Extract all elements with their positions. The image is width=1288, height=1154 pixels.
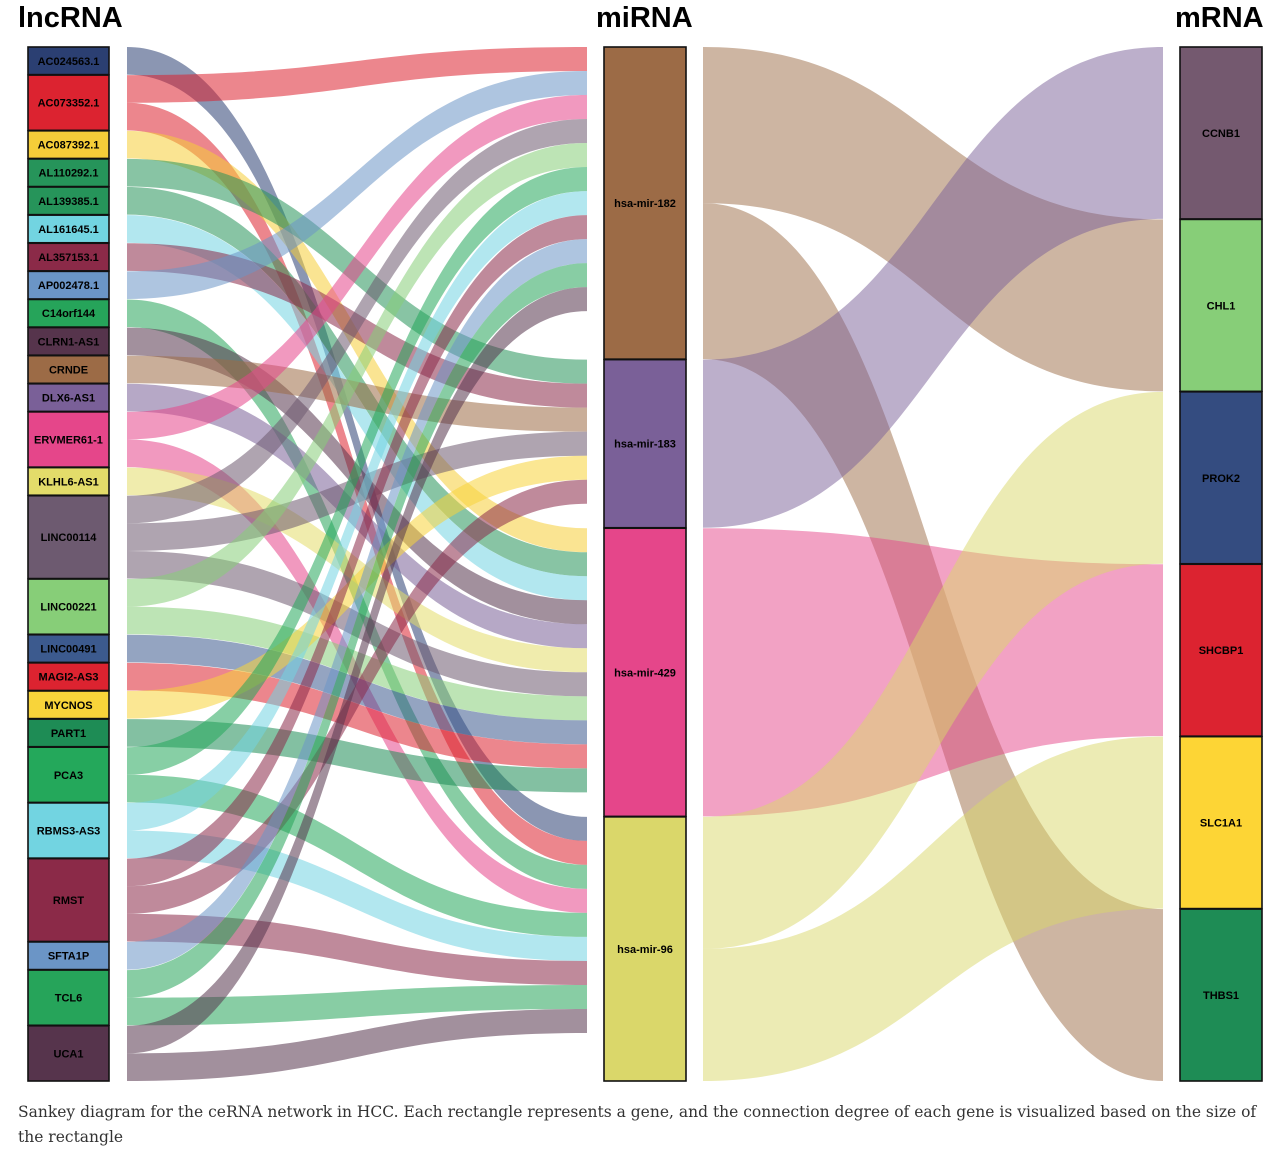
lncrna-label-linc00114: LINC00114 xyxy=(41,532,98,544)
mrna-label-chl1: CHL1 xyxy=(1207,300,1236,312)
lncrna-label-al139385-1: AL139385.1 xyxy=(38,196,99,208)
mrna-label-ccnb1: CCNB1 xyxy=(1202,128,1240,140)
mrna-column-title: mRNA xyxy=(1175,2,1264,34)
lncrna-node-al161645-1 xyxy=(27,214,110,244)
lncrna-label-sfta1p: SFTA1P xyxy=(48,951,89,963)
lncrna-node-magi2-as3 xyxy=(27,662,110,692)
lncrna-node-mycnos xyxy=(27,690,110,720)
link-linc00114-to-hsa-mir-182 xyxy=(127,119,587,524)
link-hsa-mir-96-to-slc1a1 xyxy=(703,736,1163,1081)
mirna-node-hsa-mir-429 xyxy=(603,527,687,818)
gene-nodes: AC024563.1 AC073352.1 AC087392.1 AL110292.1… xyxy=(27,46,1263,1082)
link-rmst-to-hsa-mir-96 xyxy=(127,913,587,985)
figure-caption: Sankey diagram for the ceRNA network in … xyxy=(18,1103,1257,1146)
mirna-label-hsa-mir-429: hsa-mir-429 xyxy=(614,667,676,679)
mirna-node-hsa-mir-183 xyxy=(603,358,687,529)
link-ap002478-1-to-hsa-mir-182 xyxy=(127,71,587,299)
lncrna-node-linc00221 xyxy=(27,578,110,636)
lncrna-label-linc00491: LINC00491 xyxy=(40,644,96,656)
link-tcl6-to-hsa-mir-96 xyxy=(127,984,587,1026)
link-uca1-to-hsa-mir-182 xyxy=(127,287,587,1054)
lncrna-label-uca1: UCA1 xyxy=(54,1048,84,1060)
lncrna-node-crnde xyxy=(27,354,110,385)
link-ac073352-1-to-hsa-mir-182 xyxy=(127,47,587,103)
lncrna-node-klhl6-as1 xyxy=(27,466,110,497)
link-ervmer61-1-to-hsa-mir-182 xyxy=(127,95,587,440)
link-uca1-to-hsa-mir-96 xyxy=(127,1008,587,1081)
lncrna-label-part1: PART1 xyxy=(51,728,86,740)
mrna-label-slc1a1: SLC1A1 xyxy=(1200,818,1242,830)
mrna-label-shcbp1: SHCBP1 xyxy=(1199,645,1244,657)
mrna-node-prok2 xyxy=(1179,391,1263,565)
mirna-label-hsa-mir-182: hsa-mir-182 xyxy=(614,198,676,210)
mrna-node-shcbp1 xyxy=(1179,563,1263,737)
mrna-node-ccnb1 xyxy=(1179,46,1263,220)
lncrna-node-linc00491 xyxy=(27,633,110,664)
sankey-diagram: AC024563.1 AC073352.1 AC087392.1 AL110292.1… xyxy=(27,46,1263,1082)
lncrna-node-linc00114 xyxy=(27,494,110,580)
mrna-node-chl1 xyxy=(1179,218,1263,393)
lncrna-node-part1 xyxy=(27,718,110,748)
link-ac087392-1-to-hsa-mir-429 xyxy=(127,130,587,553)
mirna-label-hsa-mir-183: hsa-mir-183 xyxy=(614,439,676,451)
link-rmst-to-hsa-mir-183 xyxy=(127,479,587,914)
lncrna-mirna-links xyxy=(127,47,587,1081)
lncrna-label-magi2-as3: MAGI2-AS3 xyxy=(39,672,99,684)
mirna-label-hsa-mir-96: hsa-mir-96 xyxy=(617,944,673,956)
lncrna-label-al110292-1: AL110292.1 xyxy=(39,168,99,180)
link-hsa-mir-96-to-prok2 xyxy=(703,391,1163,949)
lncrna-node-al110292-1 xyxy=(27,158,110,188)
mrna-node-slc1a1 xyxy=(1179,735,1263,910)
lncrna-label-dlx6-as1: DLX6-AS1 xyxy=(42,393,95,405)
lncrna-label-mycnos: MYCNOS xyxy=(44,700,92,712)
link-pca3-to-hsa-mir-182 xyxy=(127,167,587,775)
link-klhl6-as1-to-hsa-mir-429 xyxy=(127,467,587,673)
lncrna-label-klhl6-as1: KLHL6-AS1 xyxy=(38,476,99,488)
lncrna-label-ac073352-1: AC073352.1 xyxy=(38,98,100,110)
link-tcl6-to-hsa-mir-182 xyxy=(127,263,587,998)
link-rbms3-as3-to-hsa-mir-182 xyxy=(127,191,587,831)
link-al161645-1-to-hsa-mir-429 xyxy=(127,215,587,601)
lncrna-label-pca3: PCA3 xyxy=(54,770,83,782)
lncrna-node-tcl6 xyxy=(27,969,110,1027)
link-ac024563-1-to-hsa-mir-96 xyxy=(127,47,587,841)
lncrna-label-ac087392-1: AC087392.1 xyxy=(38,140,100,152)
mirna-column-title: miRNA xyxy=(596,2,693,34)
lncrna-label-rmst: RMST xyxy=(53,895,84,907)
lncrna-label-tcl6: TCL6 xyxy=(55,993,83,1005)
link-rmst-to-hsa-mir-182 xyxy=(127,215,587,887)
link-part1-to-hsa-mir-429 xyxy=(127,719,587,793)
lncrna-node-ap002478-1 xyxy=(27,270,110,300)
lncrna-node-rmst xyxy=(27,857,110,943)
mrna-label-prok2: PROK2 xyxy=(1202,473,1240,485)
lncrna-label-linc00221: LINC00221 xyxy=(40,602,96,614)
lncrna-label-crnde: CRNDE xyxy=(49,364,88,376)
link-crnde-to-hsa-mir-183 xyxy=(127,355,587,432)
link-linc00221-to-hsa-mir-182 xyxy=(127,143,587,607)
lncrna-label-clrn1-as1: CLRN1-AS1 xyxy=(38,336,100,348)
lncrna-label-c14orf144: C14orf144 xyxy=(42,308,96,320)
link-hsa-mir-183-to-ccnb1 xyxy=(703,47,1163,528)
lncrna-node-ervmer61-1 xyxy=(27,411,110,468)
link-linc00114-to-hsa-mir-183 xyxy=(127,431,587,551)
lncrna-label-al357153-1: AL357153.1 xyxy=(38,252,99,264)
mirna-mrna-links xyxy=(703,47,1163,1082)
mirna-node-hsa-mir-182 xyxy=(603,46,687,360)
lncrna-label-rbms3-as3: RBMS3-AS3 xyxy=(37,825,101,837)
lncrna-node-dlx6-as1 xyxy=(27,382,110,413)
lncrna-node-sfta1p xyxy=(27,941,110,971)
mrna-node-thbs1 xyxy=(1179,908,1263,1082)
mirna-node-hsa-mir-96 xyxy=(603,816,687,1082)
link-sfta1p-to-hsa-mir-182 xyxy=(127,239,587,970)
lncrna-column-title: lncRNA xyxy=(18,2,123,34)
mrna-label-thbs1: THBS1 xyxy=(1203,990,1239,1002)
lncrna-node-uca1 xyxy=(27,1024,110,1082)
lncrna-node-rbms3-as3 xyxy=(27,802,110,859)
lncrna-label-al161645-1: AL161645.1 xyxy=(38,224,99,236)
lncrna-label-ap002478-1: AP002478.1 xyxy=(38,280,99,292)
lncrna-label-ervmer61-1: ERVMER61-1 xyxy=(34,434,103,446)
link-mycnos-to-hsa-mir-183 xyxy=(127,455,587,719)
lncrna-node-ac087392-1 xyxy=(27,130,110,160)
lncrna-label-ac024563-1: AC024563.1 xyxy=(38,56,100,68)
